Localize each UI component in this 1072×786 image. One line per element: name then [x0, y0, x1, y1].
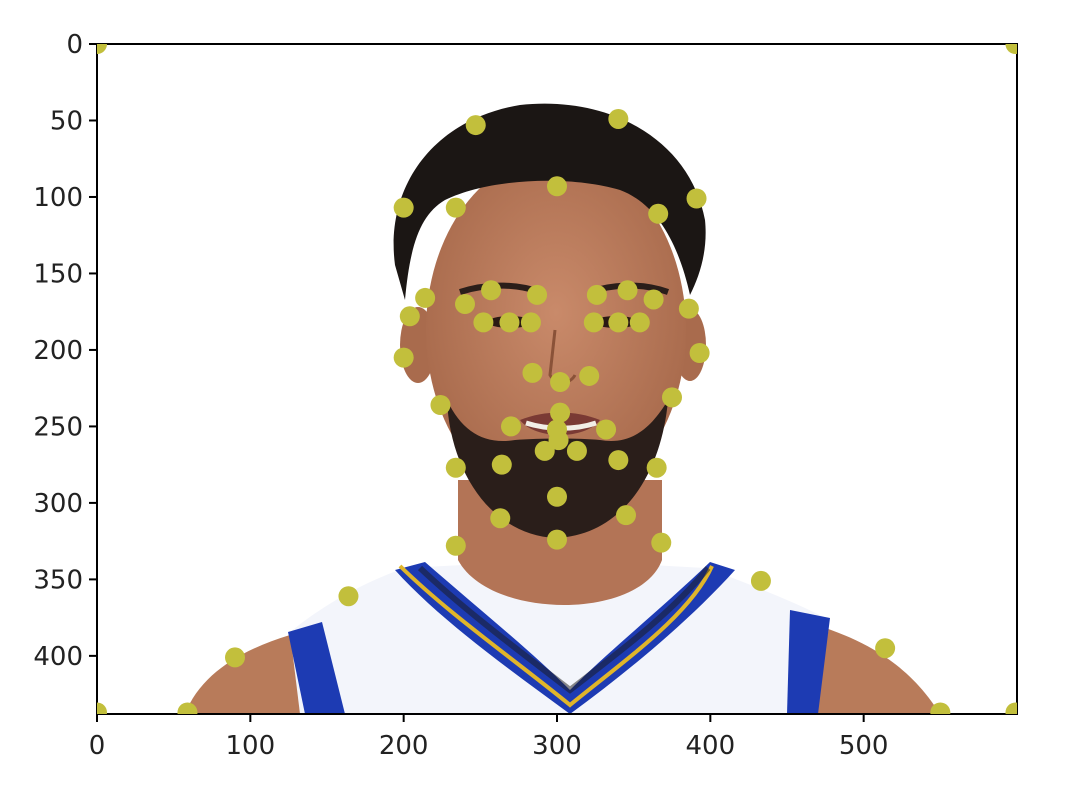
landmark-point — [686, 188, 707, 209]
landmark-point — [490, 508, 511, 529]
landmark-point — [97, 44, 107, 54]
landmark-points — [97, 44, 1017, 714]
landmark-point — [499, 312, 520, 333]
landmark-point — [430, 395, 451, 416]
landmark-point — [548, 430, 569, 451]
landmark-point — [1005, 702, 1017, 714]
landmark-point — [491, 454, 512, 475]
landmark-point — [455, 294, 475, 315]
landmark-point — [501, 416, 521, 437]
x-tick-label: 500 — [839, 731, 889, 761]
landmark-point — [586, 284, 607, 305]
landmark-point — [522, 362, 543, 383]
landmark-point — [616, 505, 636, 526]
landmark-point — [596, 419, 617, 440]
x-tick-label: 400 — [686, 731, 736, 761]
landmark-point — [608, 450, 629, 471]
landmark-point — [415, 287, 436, 308]
landmark-point — [550, 402, 571, 423]
landmark-point — [547, 486, 567, 507]
landmark-point — [617, 280, 638, 301]
landmark-point — [465, 115, 486, 136]
landmark-point — [177, 702, 198, 714]
landmark-point — [481, 280, 502, 301]
y-axis: 0 50 100 150 200 250 300 350 400 — [33, 30, 97, 672]
landmark-point — [629, 312, 650, 333]
landmark-point — [473, 312, 494, 333]
landmark-point — [678, 298, 699, 319]
y-tick-label: 200 — [33, 336, 83, 366]
y-tick-label: 350 — [33, 565, 83, 595]
landmark-point — [527, 284, 548, 305]
landmark-point — [393, 197, 414, 218]
landmark-point — [689, 342, 710, 363]
landmark-point — [393, 347, 414, 368]
y-tick-label: 400 — [33, 642, 83, 672]
landmark-point — [550, 372, 571, 393]
landmark-point — [583, 312, 604, 333]
y-tick-label: 0 — [66, 30, 83, 60]
landmark-point — [646, 457, 667, 478]
landmark-point — [1005, 44, 1017, 54]
x-tick-label: 100 — [226, 731, 276, 761]
landmark-point — [608, 312, 629, 333]
landmark-point — [643, 289, 664, 310]
x-tick-label: 0 — [89, 731, 106, 761]
landmark-point — [648, 203, 669, 224]
landmark-point — [520, 312, 541, 333]
landmark-point — [566, 440, 587, 461]
landmark-point — [547, 529, 567, 550]
landmark-point — [547, 176, 567, 197]
y-tick-label: 250 — [33, 412, 83, 442]
landmark-point — [930, 702, 951, 714]
landmark-point — [608, 108, 629, 129]
landmark-point — [445, 457, 466, 478]
landmark-point — [750, 570, 771, 591]
landmark-point — [534, 440, 555, 461]
y-tick-label: 150 — [33, 259, 83, 289]
landmark-point — [97, 702, 107, 714]
portrait-image — [185, 103, 940, 714]
landmark-point — [662, 387, 682, 408]
landmark-point — [399, 306, 420, 327]
y-tick-label: 300 — [33, 489, 83, 519]
y-tick-label: 50 — [50, 106, 83, 136]
landmark-point — [445, 197, 466, 218]
landmark-point — [579, 365, 600, 386]
x-tick-label: 200 — [379, 731, 429, 761]
landmark-point — [651, 532, 672, 553]
landmark-point — [338, 586, 359, 607]
landmark-point — [445, 535, 466, 556]
x-axis: 0 100 200 300 400 500 — [89, 714, 889, 761]
landmark-point — [875, 638, 896, 659]
landmark-point — [225, 647, 245, 668]
x-tick-label: 300 — [532, 731, 582, 761]
y-tick-label: 100 — [33, 183, 83, 213]
